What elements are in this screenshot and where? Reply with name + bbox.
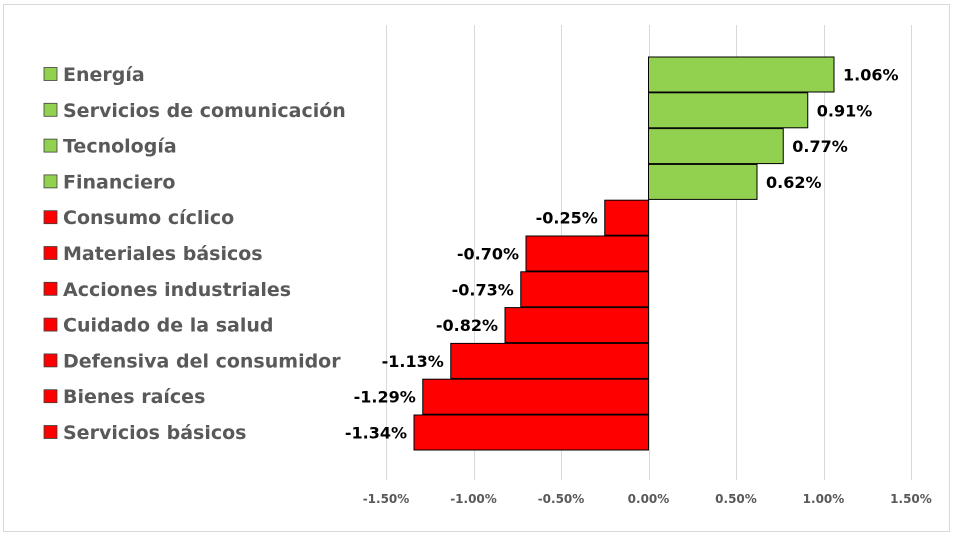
category-label: Financiero <box>63 171 175 193</box>
legend-swatch <box>43 317 58 332</box>
category-label: Energía <box>63 64 145 86</box>
x-tick-label: -1.50% <box>363 492 410 506</box>
bar <box>604 199 649 236</box>
category-label: Tecnología <box>63 136 177 158</box>
legend-swatch <box>43 67 58 81</box>
bar <box>648 128 784 165</box>
category-label: Defensiva del consumidor <box>63 350 341 372</box>
category-label: Materiales básicos <box>63 243 263 265</box>
category-label: Acciones industriales <box>63 279 291 301</box>
data-label: -1.29% <box>354 388 416 407</box>
category-label: Bienes raíces <box>63 386 205 408</box>
x-tick-label: 0.50% <box>715 492 757 506</box>
bar <box>450 342 649 379</box>
bar <box>525 235 649 272</box>
bar <box>648 163 758 200</box>
category-label: Consumo cíclico <box>63 207 234 229</box>
data-label: -0.70% <box>457 245 519 264</box>
legend-swatch <box>43 389 58 404</box>
bar <box>648 92 809 129</box>
legend-swatch <box>43 353 58 368</box>
legend-swatch <box>43 246 58 260</box>
legend-swatch <box>43 210 58 225</box>
data-label: 0.62% <box>766 173 822 192</box>
data-label: -1.34% <box>345 424 407 443</box>
legend-swatch <box>43 281 58 296</box>
x-tick-label: -1.00% <box>450 492 497 506</box>
bar <box>520 271 649 308</box>
data-label: -0.82% <box>436 316 498 335</box>
bar <box>422 378 649 415</box>
data-label: -1.13% <box>382 352 444 371</box>
x-tick-label: 0.00% <box>628 492 670 506</box>
data-label: 0.77% <box>792 137 848 156</box>
data-label: 0.91% <box>817 101 873 120</box>
legend-swatch <box>43 102 58 117</box>
legend-swatch <box>43 138 58 153</box>
x-tick-label: 1.50% <box>890 492 932 506</box>
x-tick-label: -0.50% <box>538 492 585 506</box>
data-label: 1.06% <box>843 66 899 85</box>
bar <box>648 56 835 93</box>
x-tick-label: 1.00% <box>803 492 845 506</box>
legend-swatch <box>43 425 58 439</box>
legend-swatch <box>43 174 58 189</box>
category-label: Servicios básicos <box>63 422 246 444</box>
bar <box>413 414 649 451</box>
category-label: Servicios de comunicación <box>63 100 346 122</box>
data-label: -0.73% <box>452 280 514 299</box>
category-label: Cuidado de la salud <box>63 315 274 337</box>
bar <box>504 307 649 344</box>
data-label: -0.25% <box>536 209 598 228</box>
